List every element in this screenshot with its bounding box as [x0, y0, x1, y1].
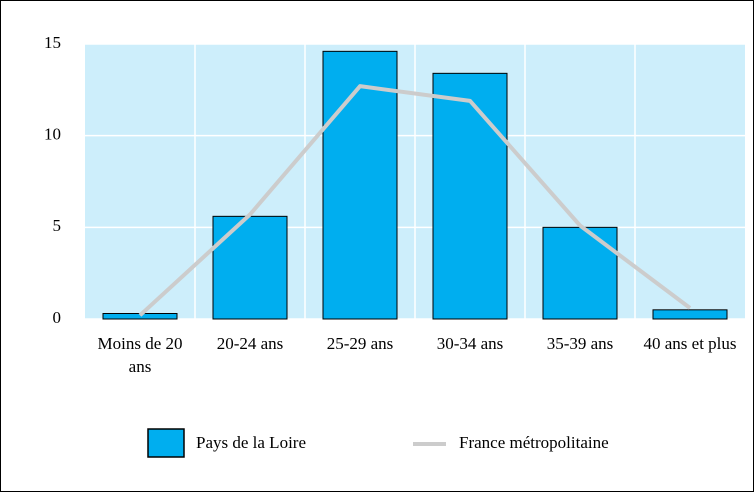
x-tick-label: 20-24 ans [216, 334, 284, 353]
x-tick-label: 25-29 ans [326, 334, 394, 353]
legend-label: Pays de la Loire [196, 433, 306, 452]
legend-label: France métropolitaine [459, 433, 609, 452]
bar [652, 309, 728, 320]
legend-swatch [147, 428, 185, 458]
bar [322, 50, 398, 320]
x-tick-label: 30-34 ans [436, 334, 504, 353]
bar [432, 72, 508, 320]
y-tick-label: 0 [53, 308, 62, 327]
x-tick-label: 40 ans et plus [643, 334, 737, 353]
bar [542, 226, 618, 320]
x-tick-label: Moins de 20 ans [97, 334, 183, 376]
bar [212, 215, 288, 320]
x-tick-label: 35-39 ans [546, 334, 614, 353]
line [138, 84, 692, 317]
y-tick-label: 10 [44, 125, 61, 144]
y-tick-label: 15 [44, 33, 61, 52]
y-tick-label: 5 [53, 216, 62, 235]
